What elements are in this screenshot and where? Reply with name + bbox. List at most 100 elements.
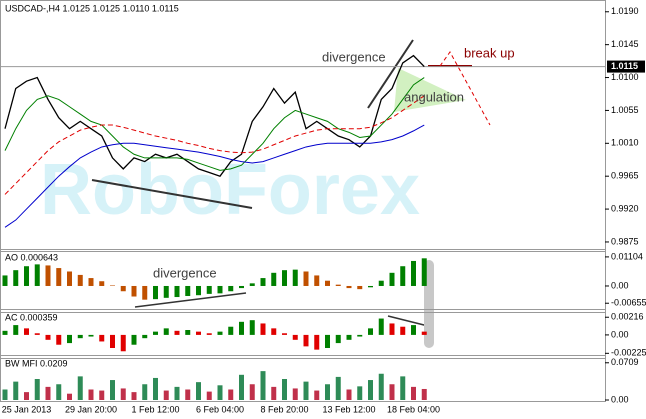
- bar: [142, 384, 148, 400]
- trend-line: [91, 179, 253, 209]
- bar: [185, 285, 191, 296]
- trend-line: [387, 315, 429, 327]
- bar: [77, 376, 83, 400]
- bar: [303, 271, 309, 286]
- bar: [174, 330, 180, 335]
- bar: [88, 334, 94, 337]
- bar: [271, 386, 277, 400]
- bar: [142, 334, 148, 339]
- bar: [153, 331, 158, 335]
- annotation: angulation: [404, 89, 464, 104]
- bar: [368, 380, 373, 400]
- bar: [163, 285, 169, 298]
- panel-title: USDCAD-,H4 1.0125 1.0125 1.0110 1.0115: [5, 3, 179, 13]
- x-tick-label: 18 Feb 04:00: [387, 404, 440, 414]
- bar: [99, 334, 105, 342]
- panel-frame: [0, 249, 606, 313]
- bar: [378, 280, 384, 286]
- panel-frame: [0, 355, 606, 402]
- bar: [389, 323, 395, 335]
- y-tick-label: 0.9965: [611, 171, 639, 181]
- bar: [217, 285, 223, 294]
- bar: [228, 326, 234, 335]
- bar: [2, 389, 8, 400]
- y-tick-label: 1.0100: [611, 72, 639, 82]
- bar: [228, 389, 234, 400]
- bar: [411, 260, 416, 286]
- bar: [56, 384, 62, 400]
- bar: [260, 323, 266, 335]
- bar: [120, 334, 126, 352]
- bar: [292, 334, 298, 340]
- bar: [185, 330, 191, 335]
- bar: [389, 272, 395, 286]
- bar: [45, 386, 51, 400]
- bar: [13, 381, 19, 400]
- bar: [120, 388, 126, 400]
- bar: [260, 278, 266, 286]
- bar: [217, 385, 223, 400]
- bar: [282, 333, 287, 335]
- y-tick-label: 1.0010: [611, 138, 639, 148]
- bar: [110, 334, 115, 348]
- trend-line: [367, 39, 414, 109]
- bar: [239, 321, 244, 335]
- bar: [292, 388, 298, 400]
- bar: [56, 334, 62, 345]
- projection: [439, 51, 491, 126]
- y-tick-label: 1.0145: [611, 39, 639, 49]
- bar: [2, 275, 8, 286]
- bar: [271, 272, 277, 286]
- y-tick-label: 0.00216: [611, 312, 644, 322]
- y-tick-label: 0.0709: [611, 357, 639, 367]
- y-tick-label: 0.00: [611, 394, 629, 404]
- bar: [357, 386, 363, 400]
- bar: [174, 285, 180, 298]
- bar: [282, 270, 287, 286]
- bar: [357, 285, 363, 290]
- x-tick-label: 29 Jan 20:00: [65, 404, 117, 414]
- bar: [335, 376, 341, 400]
- series-line: [4, 124, 425, 228]
- bar: [131, 285, 137, 297]
- annotation: break up: [464, 45, 515, 60]
- bar: [67, 393, 72, 400]
- bar: [77, 274, 83, 286]
- bar: [400, 376, 406, 400]
- bar: [206, 391, 212, 400]
- bar: [2, 330, 8, 335]
- bar: [45, 334, 51, 340]
- bar: [303, 381, 309, 400]
- bar: [400, 266, 406, 286]
- bar: [239, 374, 244, 400]
- panel-title: AO 0.000643: [5, 252, 58, 262]
- bar: [206, 333, 212, 335]
- bar: [163, 390, 169, 400]
- y-tick-label: 1.0190: [611, 6, 639, 16]
- bar: [77, 334, 83, 339]
- bar: [88, 278, 94, 286]
- bar: [389, 384, 395, 400]
- bar: [368, 285, 373, 288]
- panel-frame: [0, 0, 606, 252]
- x-tick-label: 25 Jan 2013: [2, 404, 52, 414]
- bar: [271, 328, 277, 335]
- y-tick-label: 0.00: [611, 329, 629, 339]
- bar: [400, 326, 406, 335]
- bar: [110, 380, 115, 400]
- bar: [378, 373, 384, 400]
- bar: [249, 384, 255, 400]
- bar: [314, 334, 320, 350]
- bar: [260, 371, 266, 400]
- bar: [24, 328, 29, 335]
- bar: [142, 285, 148, 300]
- bar: [110, 285, 115, 286]
- bar: [411, 325, 416, 335]
- bar: [88, 389, 94, 400]
- bar: [217, 331, 223, 335]
- bar: [34, 379, 40, 400]
- bar: [131, 334, 137, 345]
- bar: [174, 386, 180, 400]
